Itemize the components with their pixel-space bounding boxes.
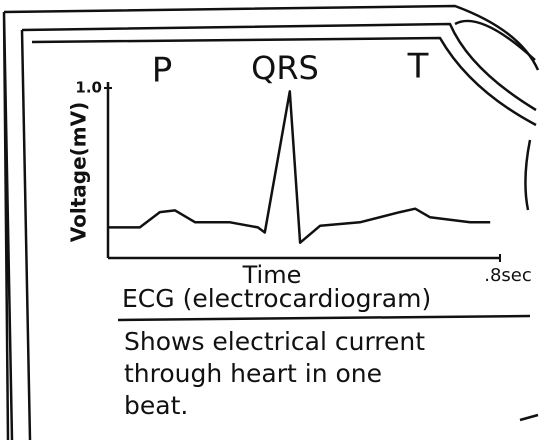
- caption-line: through heart in one: [124, 359, 382, 388]
- caption-line: Shows electrical current: [124, 327, 425, 356]
- caption-line: beat.: [124, 391, 188, 420]
- annotation: P: [152, 51, 173, 91]
- page: P QRS T Voltage(mV) Time ECG (electrocar…: [0, 0, 540, 445]
- ecg-line: [108, 91, 490, 242]
- caption-rule: [118, 316, 530, 320]
- chart: P QRS T Voltage(mV) Time ECG (electrocar…: [0, 0, 540, 445]
- y-axis-label: Voltage(mV): [67, 102, 91, 243]
- annotation: T: [407, 47, 429, 87]
- annotation: QRS: [251, 49, 319, 87]
- x-tick-label: .8sec: [484, 265, 532, 286]
- caption-title: ECG (electrocardiogram): [122, 284, 431, 313]
- y-tick-label: 1.0: [75, 79, 102, 97]
